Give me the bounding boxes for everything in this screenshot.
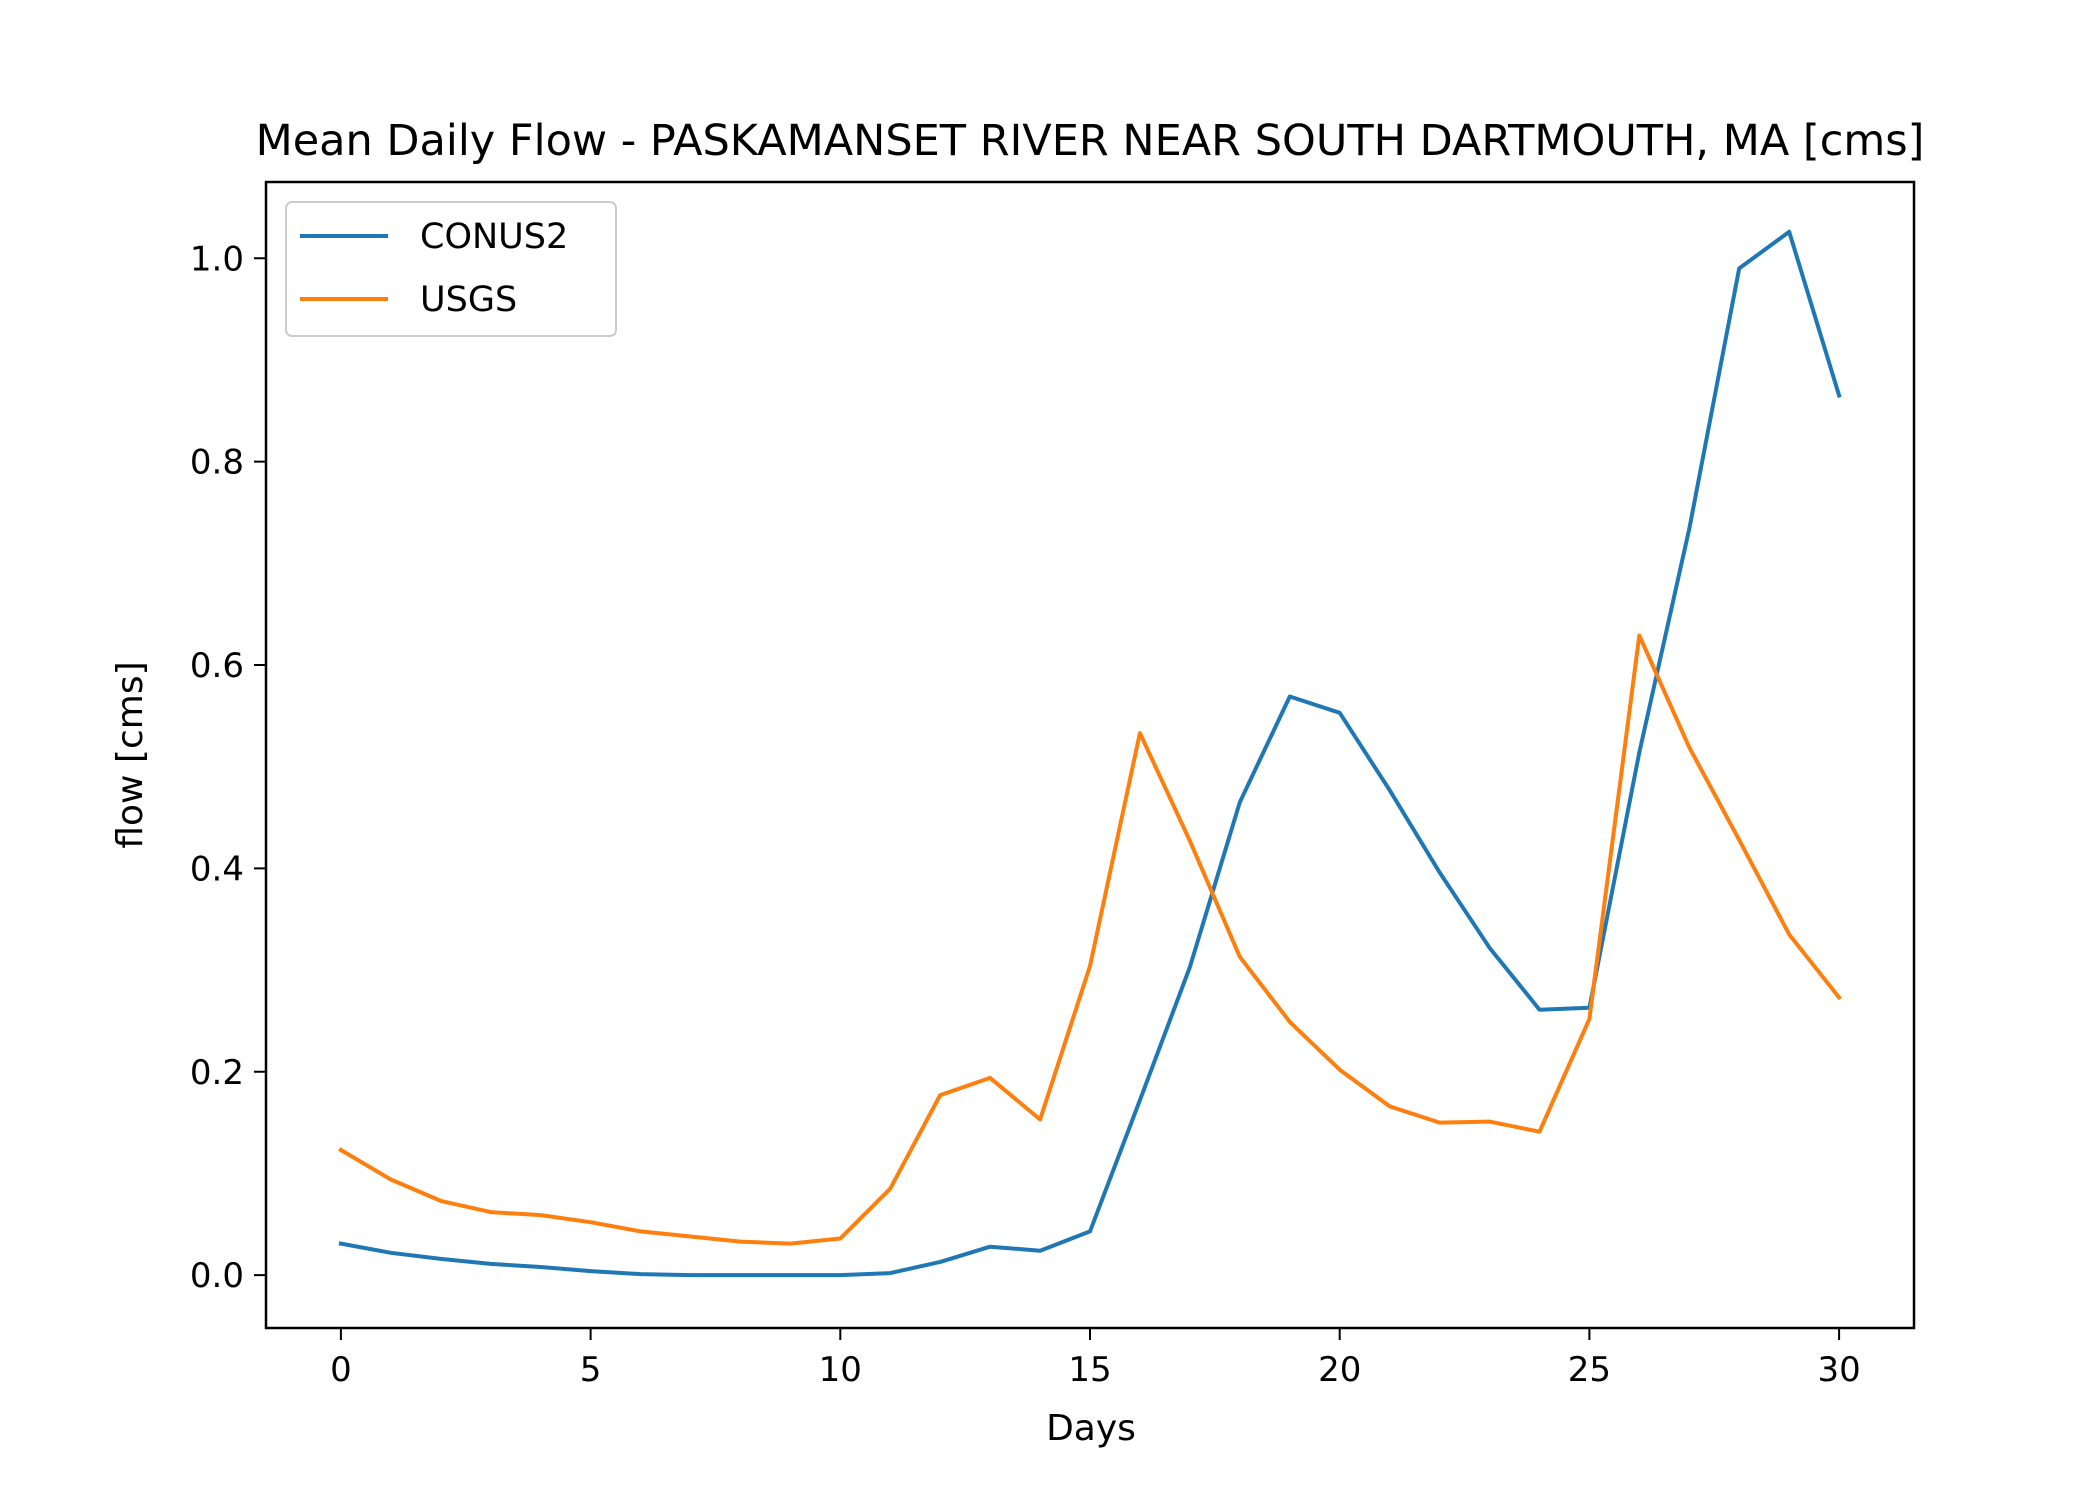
- series-line-conus2: [338, 229, 1842, 1278]
- y-axis-label: flow [cms]: [110, 661, 151, 848]
- x-tick-label: 25: [1568, 1350, 1611, 1390]
- y-tick-label: 0.6: [190, 646, 244, 686]
- chart-title: Mean Daily Flow - PASKAMANSET RIVER NEAR…: [256, 116, 1925, 166]
- y-tick-label: 0.2: [190, 1053, 244, 1093]
- axes-frame: [264, 180, 1916, 1330]
- legend: CONUS2 USGS: [285, 201, 617, 337]
- y-tick-label: 1.0: [190, 239, 244, 279]
- x-tick-label: 10: [819, 1350, 862, 1390]
- x-axis-label: Days: [1046, 1408, 1136, 1449]
- series-line-usgs: [338, 633, 1842, 1246]
- x-tick-label: 20: [1318, 1350, 1361, 1390]
- legend-label-conus2: CONUS2: [420, 217, 568, 257]
- y-tick-label: 0.0: [190, 1256, 244, 1296]
- x-tick-label: 30: [1817, 1350, 1860, 1390]
- y-tick-label: 0.8: [190, 443, 244, 483]
- plot-area: [338, 229, 1842, 1278]
- x-tick-label: 0: [330, 1350, 352, 1390]
- y-tick-label: 0.4: [190, 849, 244, 889]
- legend-label-usgs: USGS: [420, 280, 517, 320]
- axes: 0 5 10 15 20 25 30 0.0 0.2 0.4 0.6 0.8 1.0: [190, 180, 1916, 1390]
- x-tick-label: 5: [580, 1350, 602, 1390]
- x-tick-label: 15: [1068, 1350, 1111, 1390]
